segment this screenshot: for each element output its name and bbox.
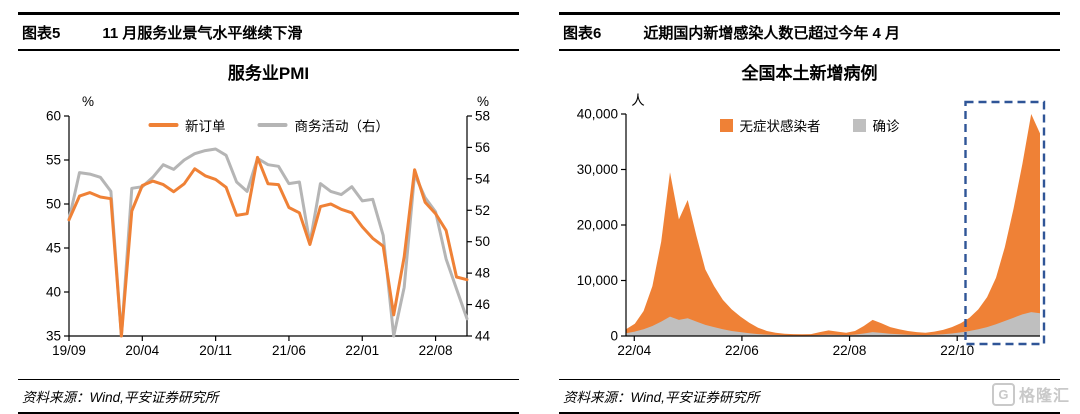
figure6-source: 资料来源：Wind,平安证券研究所 [559,379,1060,414]
source-text: 资料来源：Wind,平安证券研究所 [22,390,219,405]
figure6-header: 图表6 近期国内新增感染人数已超过今年 4 月 [559,12,1060,51]
svg-text:60: 60 [45,109,60,124]
svg-text:22/01: 22/01 [345,343,379,358]
svg-text:22/08: 22/08 [832,343,866,358]
svg-text:52: 52 [475,203,490,218]
svg-text:58: 58 [475,109,490,124]
gelonghui-brand-text: 格隆汇 [1018,388,1070,405]
svg-text:40,000: 40,000 [576,107,617,122]
legend-label-new-orders: 新订单 [185,119,226,134]
new-orders-line-swatch [148,123,178,127]
svg-text:20,000: 20,000 [576,218,617,233]
confirmed-area-swatch [852,118,866,132]
legend-label-business-activity: 商务活动（右） [294,119,390,134]
svg-text:50: 50 [475,234,490,249]
pmi-line-chart-svg: 35 40 45 50 55 60 44 46 48 50 52 54 56 58 19/09 20/04 20… [45,94,491,358]
gelonghui-watermark: G 格隆汇 [991,382,1070,406]
svg-text:54: 54 [475,171,491,186]
pmi-chart-area: 服务业PMI 新订单 商务活动（右） 35 40 45 50 55 60 44 46 48 50 5… [18,51,519,379]
covid-chart-legend: 无症状感染者 确诊 [719,115,900,135]
business-activity-line-swatch [257,123,288,127]
gelonghui-logo-icon: G [991,382,1015,406]
covid-area-chart-svg: 0 10,000 20,000 30,000 40,000 22/04 22/06 22/08… [576,93,1045,358]
svg-text:20/11: 20/11 [199,343,232,358]
figure6-title: 近期国内新增感染人数已超过今年 4 月 [643,25,901,42]
svg-text:22/06: 22/06 [725,343,759,358]
figure5-title: 11 月服务业景气水平继续下滑 [102,25,303,42]
pmi-chart-legend: 新订单 商务活动（右） [148,115,389,135]
svg-text:22/04: 22/04 [617,343,651,358]
pmi-chart-title: 服务业PMI [227,64,310,83]
svg-text:20/04: 20/04 [125,343,159,358]
figure6-label: 图表6 [563,25,602,42]
svg-text:%: % [476,94,488,109]
svg-text:%: % [81,94,93,109]
svg-text:人: 人 [631,93,645,108]
svg-text:55: 55 [45,153,60,168]
asymptomatic-area-swatch [719,118,733,132]
legend-label-asymptomatic: 无症状感染者 [739,119,821,134]
svg-text:50: 50 [45,197,60,212]
figure5-panel: 图表5 11 月服务业景气水平继续下滑 服务业PMI 新订单 商务活动（右） 3… [18,12,519,414]
svg-text:35: 35 [45,329,60,344]
legend-item-confirmed: 确诊 [852,115,900,135]
svg-text:30,000: 30,000 [576,162,617,177]
covid-chart-area: 全国本土新增病例 无症状感染者 确诊 0 10,000 20,000 30,000 40… [559,51,1060,379]
svg-text:21/06: 21/06 [272,343,306,358]
legend-item-asymptomatic: 无症状感染者 [719,115,821,135]
svg-text:45: 45 [45,241,60,256]
svg-text:0: 0 [610,329,618,344]
legend-label-confirmed: 确诊 [872,119,900,134]
legend-item-business-activity: 商务活动（右） [257,115,390,135]
figure5-header: 图表5 11 月服务业景气水平继续下滑 [18,12,519,51]
svg-text:40: 40 [45,285,60,300]
figure5-source: 资料来源：Wind,平安证券研究所 [18,379,519,414]
svg-text:44: 44 [475,329,491,344]
svg-text:19/09: 19/09 [52,343,86,358]
svg-text:46: 46 [475,297,490,312]
svg-text:48: 48 [475,266,490,281]
figure6-panel: 图表6 近期国内新增感染人数已超过今年 4 月 全国本土新增病例 无症状感染者 … [559,12,1060,414]
svg-text:56: 56 [475,140,490,155]
svg-text:22/08: 22/08 [418,343,452,358]
source-text: 资料来源：Wind,平安证券研究所 [563,390,760,405]
covid-chart-title: 全国本土新增病例 [741,64,878,83]
svg-text:10,000: 10,000 [576,273,617,288]
legend-item-new-orders: 新订单 [148,115,226,135]
figure5-label: 图表5 [22,25,61,42]
svg-text:22/10: 22/10 [940,343,974,358]
